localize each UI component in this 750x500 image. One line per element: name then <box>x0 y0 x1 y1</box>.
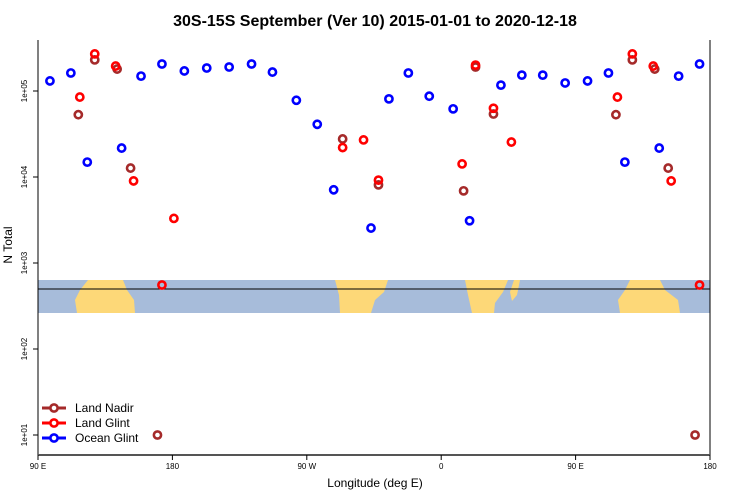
data-point <box>673 71 684 82</box>
data-point <box>366 223 376 233</box>
data-point <box>328 184 339 195</box>
x-ticks: 90 E 180 90 W 0 90 E 180 <box>30 455 717 471</box>
data-point <box>448 103 459 114</box>
data-point <box>373 175 384 186</box>
x-tick-label: 90 E <box>30 462 46 471</box>
data-point <box>603 68 614 78</box>
data-point <box>65 68 76 78</box>
data-point <box>157 280 167 290</box>
y-tick-label: 1e+05 <box>20 79 29 102</box>
data-point <box>627 49 638 59</box>
data-point <box>128 176 139 186</box>
data-point <box>291 95 302 106</box>
legend-item: Ocean Glint <box>42 431 139 445</box>
data-point <box>312 119 323 130</box>
legend-label: Ocean Glint <box>75 431 139 445</box>
data-point <box>45 76 55 86</box>
data-point <box>654 143 665 153</box>
data-point <box>110 61 121 71</box>
data-point <box>125 163 136 173</box>
data-point <box>152 430 163 440</box>
legend-item: Land Nadir <box>42 401 134 415</box>
data-point <box>73 109 84 120</box>
legend-marker <box>49 418 59 428</box>
data-point <box>157 59 167 69</box>
data-point <box>560 78 571 88</box>
data-point <box>82 157 93 168</box>
data-point <box>168 213 179 224</box>
y-tick-label: 1e+02 <box>20 337 29 360</box>
legend-marker <box>49 433 59 443</box>
data-point <box>403 68 414 78</box>
data-point <box>694 59 705 69</box>
land-madagascar <box>510 280 520 301</box>
data-point <box>582 76 593 86</box>
data-point <box>648 61 659 71</box>
data-point <box>74 92 85 102</box>
legend-label: Land Glint <box>75 416 130 430</box>
legend-marker <box>49 403 59 413</box>
y-axis-label: N Total <box>1 226 15 263</box>
series-ocean-glint <box>45 59 705 233</box>
data-point <box>690 430 700 440</box>
data-point <box>384 93 394 104</box>
map-inset <box>38 280 710 313</box>
data-point <box>694 280 705 290</box>
data-point <box>470 60 481 71</box>
data-point <box>496 80 506 91</box>
land-australia <box>75 280 135 313</box>
chart-title: 30S-15S September (Ver 10) 2015-01-01 to… <box>173 13 577 30</box>
data-point <box>337 134 348 144</box>
land-south-america <box>335 280 388 313</box>
data-point <box>246 59 257 69</box>
data-point <box>663 163 674 173</box>
data-point <box>537 70 548 81</box>
legend-item: Land Glint <box>42 416 130 430</box>
data-point <box>611 109 621 120</box>
data-point <box>666 176 677 186</box>
data-point <box>612 92 623 102</box>
x-tick-label: 90 E <box>567 462 583 471</box>
data-point <box>116 143 127 153</box>
series-land-nadir <box>73 54 700 440</box>
y-tick-label: 1e+03 <box>20 251 29 274</box>
land-africa <box>465 280 508 313</box>
data-point <box>358 135 369 145</box>
x-tick-label: 90 W <box>297 462 316 471</box>
data-point <box>89 49 100 59</box>
data-point <box>488 103 499 114</box>
legend-label: Land Nadir <box>75 401 134 415</box>
data-point <box>179 66 190 76</box>
data-point <box>457 159 468 169</box>
data-point <box>506 137 517 147</box>
x-tick-label: 180 <box>703 462 717 471</box>
data-point <box>224 62 235 72</box>
data-point <box>267 67 278 77</box>
map-land <box>75 280 680 313</box>
data-point <box>337 142 348 153</box>
land-australia-repeat <box>618 280 680 313</box>
x-axis-label: Longitude (deg E) <box>327 476 422 490</box>
y-tick-label: 1e+04 <box>20 165 29 188</box>
data-point <box>516 70 527 81</box>
data-point <box>464 215 475 226</box>
x-tick-label: 0 <box>439 462 444 471</box>
data-point <box>619 157 630 168</box>
data-point <box>488 109 499 119</box>
data-points <box>45 49 705 440</box>
y-tick-label: 1e+01 <box>20 423 29 446</box>
y-ticks: 1e+01 1e+02 1e+03 1e+04 1e+05 <box>20 79 38 446</box>
data-point <box>373 179 384 190</box>
data-point <box>458 185 469 196</box>
series-land-glint <box>74 49 705 290</box>
data-point <box>201 63 212 73</box>
data-point <box>424 91 435 102</box>
data-point <box>136 71 146 82</box>
x-tick-label: 180 <box>166 462 180 471</box>
